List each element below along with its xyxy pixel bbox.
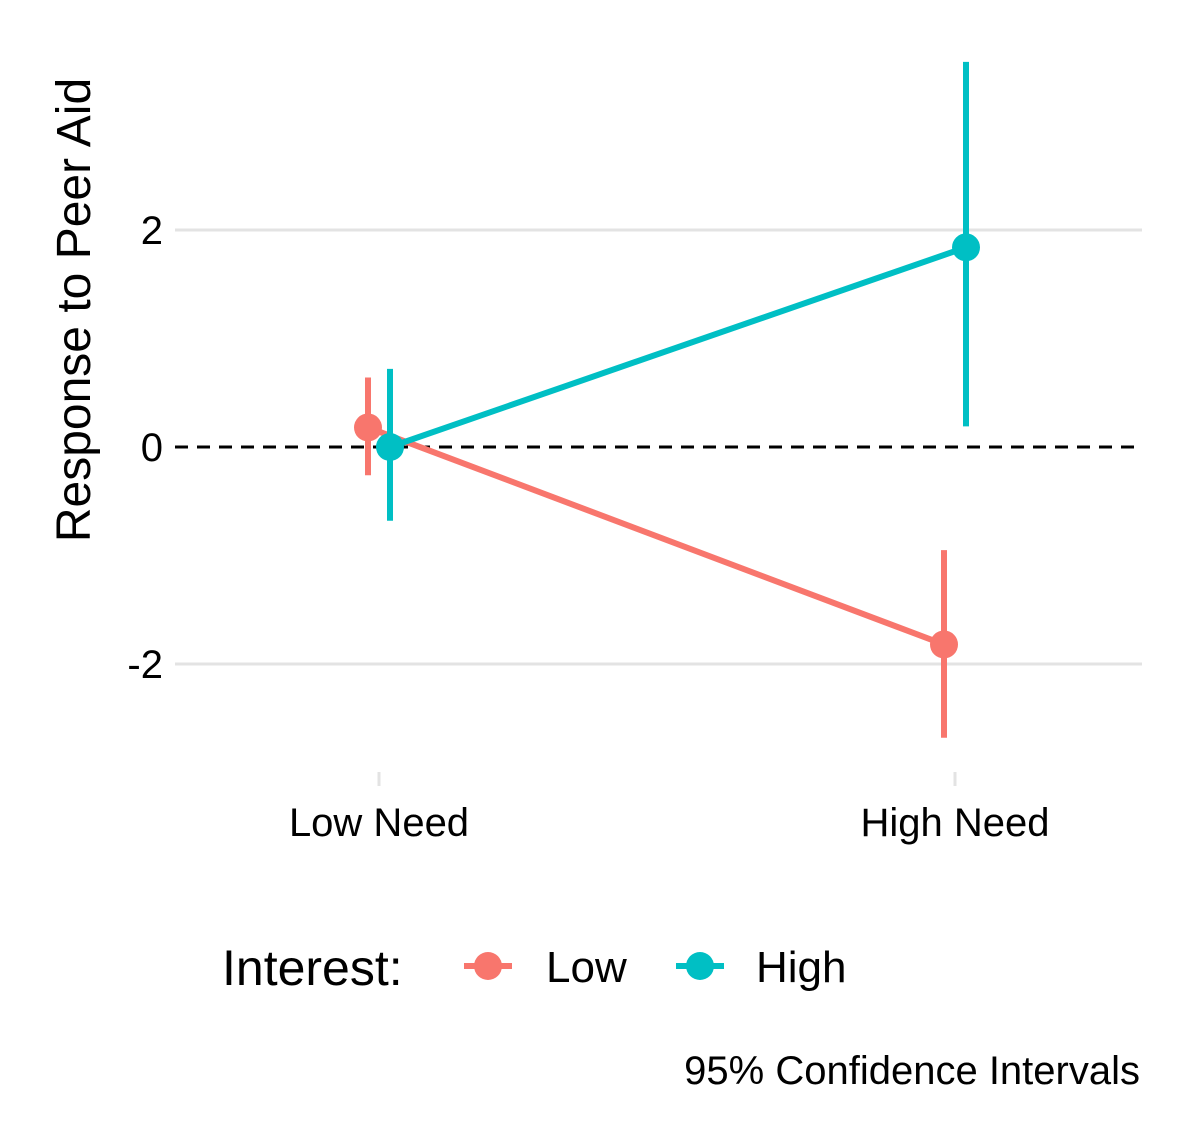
y-tick-label: 2 (141, 209, 163, 253)
axes: -2 0 2 Low Need High Need (127, 209, 1049, 845)
legend-label: Low (546, 943, 627, 992)
y-tick-label: -2 (127, 643, 163, 687)
data-point (930, 630, 958, 659)
data-point (376, 433, 404, 461)
series-high (376, 61, 980, 521)
series-low (354, 377, 958, 738)
data-point (354, 413, 382, 442)
legend-items: Low High (464, 943, 847, 992)
grid-lines (175, 228, 1142, 666)
y-axis-title: Response to Peer Aid (48, 78, 101, 542)
legend-label: High (756, 943, 847, 992)
legend-item-low: Low (464, 943, 627, 992)
data-point (952, 233, 980, 262)
legend-key-point (686, 952, 714, 980)
legend-title: Interest: (222, 940, 403, 996)
series-layer (354, 61, 980, 738)
series-line (366, 424, 946, 648)
chart-caption: 95% Confidence Intervals (684, 1049, 1140, 1093)
x-tick-label: Low Need (289, 801, 469, 845)
x-tick-label: High Need (860, 801, 1049, 845)
legend-key-point (474, 952, 502, 980)
y-tick-label: 0 (141, 426, 163, 470)
legend-item-high: High (676, 943, 847, 992)
legend: Interest: Low High (222, 940, 847, 996)
series-line (389, 244, 967, 450)
